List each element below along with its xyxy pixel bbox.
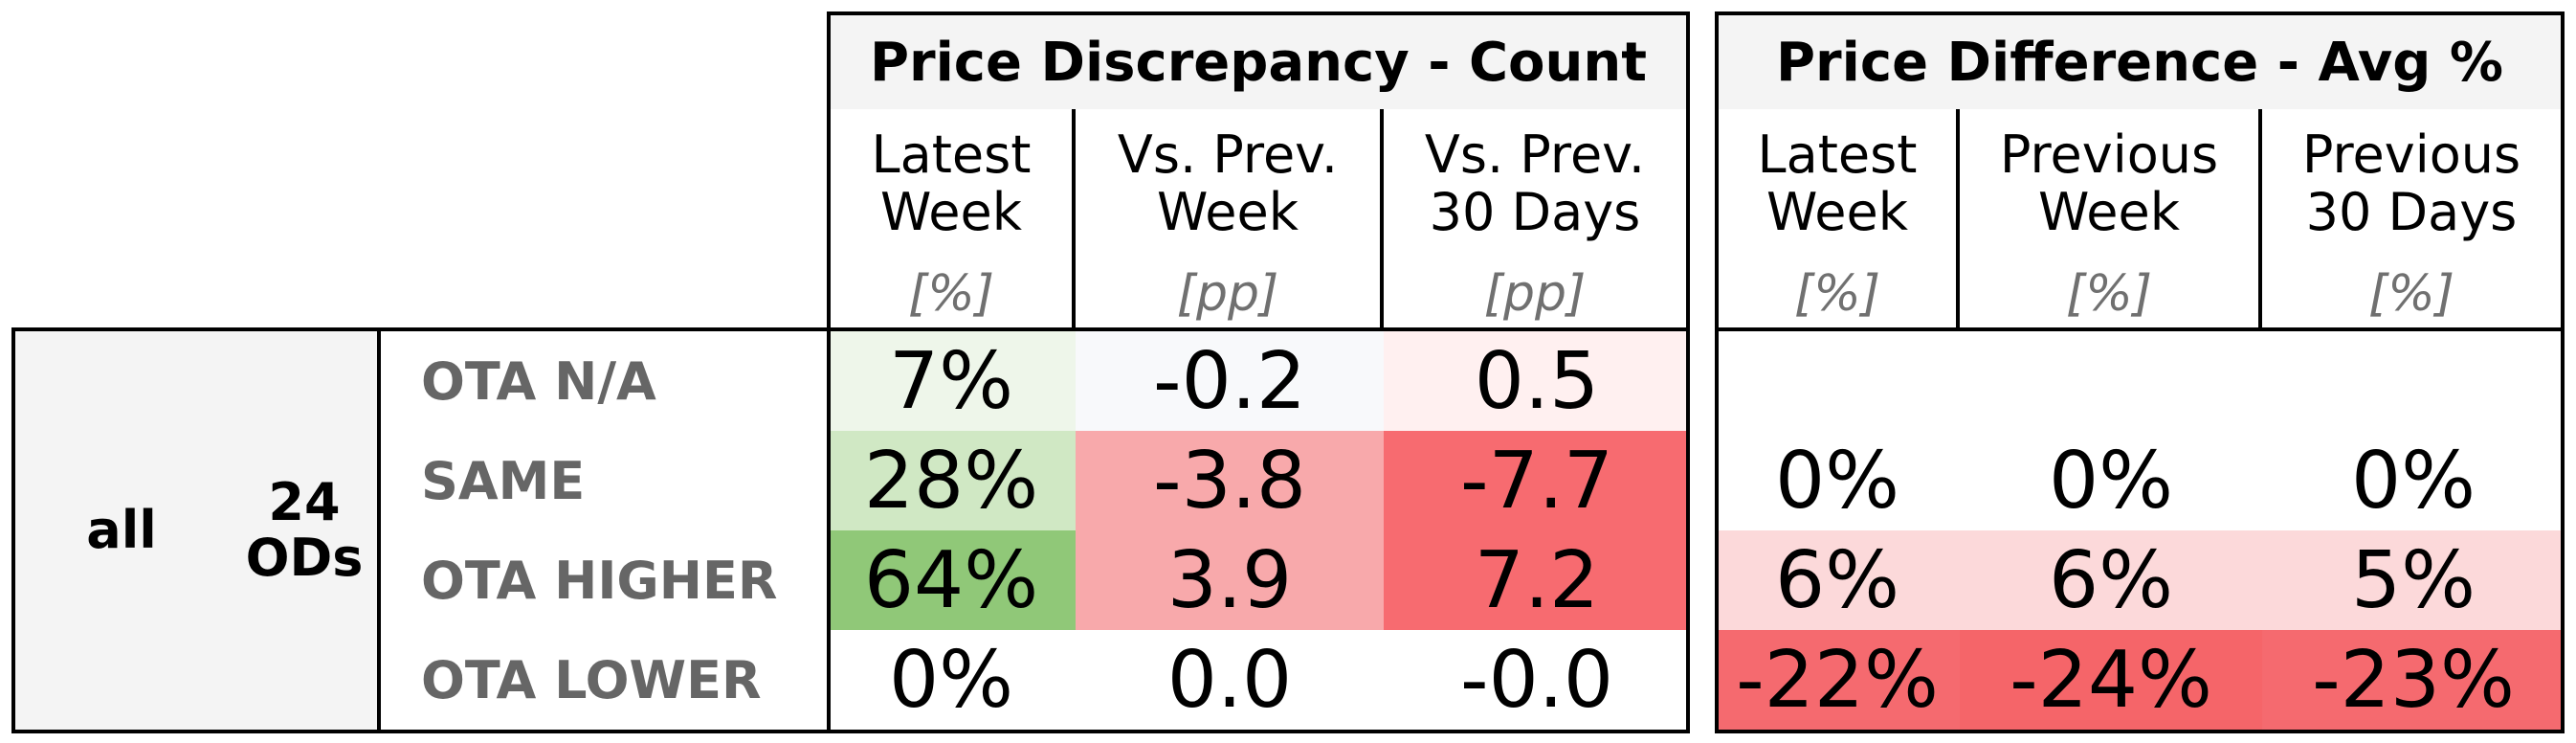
column-header: Previous 30 Days [2262, 109, 2565, 262]
column-header: Latest Week [1715, 109, 1960, 262]
row-group-all: all [86, 500, 157, 560]
column-unit: [%] [2262, 259, 2565, 333]
data-cell: 0% [1715, 431, 1960, 530]
data-cell: 5% [2262, 530, 2565, 630]
column-unit: [pp] [1384, 259, 1690, 333]
row-label: OTA N/A [421, 350, 656, 412]
data-cell: 28% [827, 431, 1076, 530]
data-cell: -22% [1715, 630, 1960, 730]
row-group-ods: 24 ODs [245, 472, 364, 588]
data-cell: 6% [1715, 530, 1960, 630]
data-cell: 7% [827, 331, 1076, 431]
column-header: Vs. Prev. Week [1076, 109, 1384, 262]
section-title: Price Discrepancy - Count [827, 11, 1690, 113]
column-unit: [pp] [1076, 259, 1384, 333]
data-cell: -3.8 [1076, 431, 1384, 530]
data-cell [1960, 331, 2262, 431]
data-cell: 0.0 [1076, 630, 1384, 730]
column-unit: [%] [827, 259, 1076, 333]
column-unit: [%] [1715, 259, 1960, 333]
data-cell: 0.5 [1384, 331, 1690, 431]
row-label: OTA LOWER [421, 649, 762, 710]
column-unit: [%] [1960, 259, 2262, 333]
column-header: Vs. Prev. 30 Days [1384, 109, 1690, 262]
data-cell: 0% [2262, 431, 2565, 530]
data-cell: 7.2 [1384, 530, 1690, 630]
data-cell: -23% [2262, 630, 2565, 730]
data-cell [1715, 331, 1960, 431]
data-cell: 6% [1960, 530, 2262, 630]
data-cell [2262, 331, 2565, 431]
row-label: OTA HIGHER [421, 550, 778, 611]
data-cell: -0.0 [1384, 630, 1690, 730]
data-cell: 3.9 [1076, 530, 1384, 630]
data-cell: -24% [1960, 630, 2262, 730]
data-cell: -7.7 [1384, 431, 1690, 530]
column-header: Latest Week [827, 109, 1076, 262]
column-header: Previous Week [1960, 109, 2262, 262]
row-label: SAME [421, 450, 586, 511]
group-divider [377, 327, 381, 733]
section-title: Price Difference - Avg % [1715, 11, 2565, 113]
data-cell: 64% [827, 530, 1076, 630]
row-group-panel [11, 331, 379, 733]
data-cell: -0.2 [1076, 331, 1384, 431]
data-cell: 0% [1960, 431, 2262, 530]
data-cell: 0% [827, 630, 1076, 730]
